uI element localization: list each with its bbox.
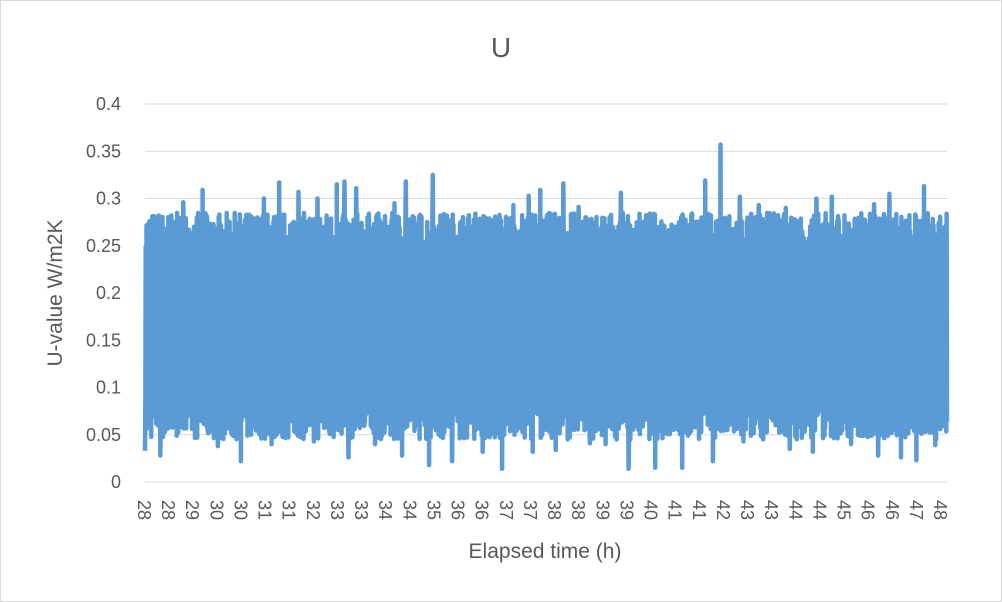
x-tick-label: 30: [230, 500, 250, 520]
x-tick-label: 45: [834, 500, 854, 520]
y-axis-ticks: 0 0.05 0.1 0.15 0.2 0.25 0.3 0.35 0.4: [86, 94, 121, 492]
x-tick-label: 46: [882, 500, 902, 520]
x-tick-label: 36: [472, 500, 492, 520]
x-tick-label: 40: [641, 500, 661, 520]
x-tick-label: 38: [568, 500, 588, 520]
x-tick-label: 46: [858, 500, 878, 520]
x-tick-label: 28: [134, 500, 154, 520]
x-tick-label: 31: [279, 500, 299, 520]
x-tick-label: 34: [375, 500, 395, 520]
x-tick-label: 42: [713, 500, 733, 520]
x-tick-label: 36: [448, 500, 468, 520]
x-tick-label: 33: [327, 500, 347, 520]
x-tick-label: 31: [255, 500, 275, 520]
x-tick-label: 41: [689, 500, 709, 520]
y-tick-label: 0.4: [96, 94, 121, 114]
x-tick-label: 35: [423, 500, 443, 520]
x-tick-label: 44: [809, 500, 829, 520]
chart-title: U: [491, 32, 511, 63]
x-axis-ticks: 28 28 29 30 30 31 31 32 33 33 34 34 35 36 36 37 37 38 38 39…: [134, 500, 950, 520]
x-tick-label: 38: [544, 500, 564, 520]
y-tick-label: 0.05: [86, 425, 121, 445]
x-tick-label: 37: [496, 500, 516, 520]
x-tick-label: 48: [930, 500, 950, 520]
x-tick-label: 39: [592, 500, 612, 520]
x-axis-title: Elapsed time (h): [469, 540, 622, 563]
y-tick-label: 0.3: [96, 189, 121, 209]
y-tick-label: 0.25: [86, 236, 121, 256]
x-tick-label: 47: [906, 500, 926, 520]
x-tick-label: 33: [351, 500, 371, 520]
x-tick-label: 39: [616, 500, 636, 520]
x-tick-label: 28: [158, 500, 178, 520]
series-layer: [142, 142, 950, 472]
y-tick-label: 0.1: [96, 378, 121, 398]
x-tick-label: 41: [665, 500, 685, 520]
x-tick-label: 43: [737, 500, 757, 520]
y-tick-label: 0.35: [86, 141, 121, 161]
x-tick-label: 37: [520, 500, 540, 520]
x-tick-label: 44: [785, 500, 805, 520]
x-tick-label: 29: [182, 500, 202, 520]
x-tick-label: 43: [761, 500, 781, 520]
series-line: [142, 142, 950, 472]
x-tick-label: 30: [206, 500, 226, 520]
x-tick-label: 34: [399, 500, 419, 520]
y-axis-title: U-value W/m2K: [44, 219, 67, 366]
y-tick-label: 0.15: [86, 330, 121, 350]
y-tick-label: 0: [111, 472, 121, 492]
x-tick-label: 32: [303, 500, 323, 520]
y-tick-label: 0.2: [96, 283, 121, 303]
